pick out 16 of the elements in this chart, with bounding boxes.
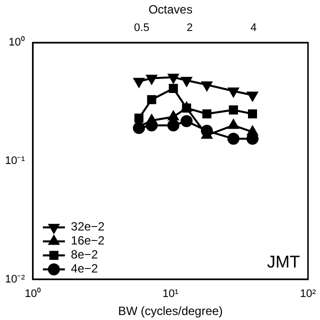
x2-tick-label: 4 — [250, 22, 257, 34]
y-tick-label: 10⁻² — [4, 273, 26, 286]
x2-tick-label: 0.5 — [134, 22, 150, 34]
x2-axis-title: Octaves — [148, 2, 192, 17]
y-tick-label: 10⁰ — [8, 36, 25, 49]
y-tick-label: 10⁻¹ — [4, 155, 26, 168]
legend-label: 4e−2 — [70, 262, 98, 276]
legend-label: 16e−2 — [70, 234, 105, 248]
annotation: JMT — [266, 252, 300, 272]
legend-label: 32e−2 — [70, 220, 105, 234]
x-tick-label: 10¹ — [162, 288, 179, 300]
x-tick-label: 10² — [300, 288, 316, 300]
x-axis-title: BW (cycles/degree) — [118, 304, 223, 318]
x2-tick-label: 2 — [186, 22, 193, 34]
x-tick-label: 10⁰ — [24, 287, 42, 300]
legend-label: 8e−2 — [70, 248, 98, 262]
